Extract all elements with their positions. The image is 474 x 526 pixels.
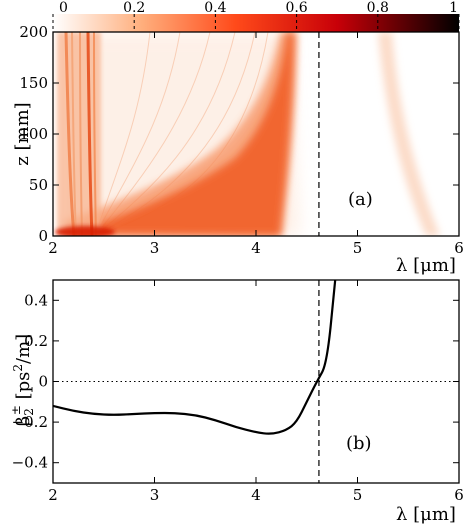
panel-b-ylabel-sup: ± [9,405,23,415]
colorbar-tick-label: 1 [449,0,458,16]
heatmap-start-hotspot [55,226,115,236]
colorbar-ticks: 0 0.2 0.4 0.6 0.8 1 [52,0,460,32]
panel-a-xtick-label: 5 [353,239,363,257]
panel-b-label: (b) [346,433,372,454]
panel-b-ylabel-unit-sup: 2 [11,364,25,372]
panel-b-ylabel-unit-pre: [ps [13,372,34,406]
panel-b-ytick-label: −0.4 [12,454,48,472]
panel-b-ytick-label: 0.2 [24,332,48,350]
panel-a-xtick-label: 4 [251,239,261,257]
panel-a-ytick-label: 0 [38,227,48,245]
panel-b-ylabel-main: β [13,416,34,426]
panel-b-xtick-label: 4 [251,486,261,504]
heatmap-soliton-core [70,32,294,236]
svg-text:β2± [ps2/m]: β2± [ps2/m] [9,334,36,426]
panel-a-ylabel: z [mm] [12,102,33,165]
panel-b-ytick-label: −0.2 [12,413,48,431]
panel-a-ytick-label: 200 [19,23,48,41]
panel-b-xlabel: λ [μm] [396,504,456,525]
colorbar-tick-label: 0.6 [285,0,307,16]
panel-b-axes: 2 3 4 5 6 −0.4 −0.2 0 0.2 0.4 [12,280,464,504]
heatmap [55,32,440,236]
colorbar-gradient [53,14,459,32]
panel-b-ylabel-sub: 2 [22,408,36,416]
panel-a-ytick-label: 100 [19,125,48,143]
panel-a: 2 3 4 5 6 0 50 100 150 200 (a) λ [μm] z [mm] [12,23,464,276]
panel-a-axes: 2 3 4 5 6 0 50 100 150 200 [19,23,463,257]
colorbar-tick-label: 0 [59,0,68,16]
colorbar: 0 0.2 0.4 0.6 0.8 1 [52,0,460,32]
panel-b-xtick-label: 5 [353,486,363,504]
panel-a-xtick-label: 6 [454,239,464,257]
panel-a-xtick-label: 3 [150,239,160,257]
panel-b-xtick-label: 3 [150,486,160,504]
panel-a-xtick-label: 2 [48,239,58,257]
panel-a-xlabel: λ [μm] [396,255,456,276]
panel-b-xtick-label: 2 [48,486,58,504]
heatmap-dispersive-wave [378,32,440,236]
panel-b-xtick-label: 6 [454,486,464,504]
colorbar-tick-label: 0.4 [204,0,226,16]
panel-b-ytick-label: 0 [38,373,48,391]
panel-b: 2 3 4 5 6−0.4−0.200.20.4 (b) λ [μm] β2± [ps2… [9,279,464,525]
panel-b-ytick-label: 0.4 [24,291,48,309]
colorbar-tick-label: 0.2 [123,0,145,16]
panel-a-label: (a) [348,189,373,210]
panel-a-ytick-label: 50 [29,176,48,194]
heatmap-pump-filaments [64,32,97,236]
panel-a-ytick-label: 150 [19,74,48,92]
dispersion-curve [53,280,337,435]
panel-b-ylabel: β2± [ps2/m] [9,334,36,426]
colorbar-tick-label: 0.8 [367,0,389,16]
panel-b-ylabel-unit-post: /m] [13,334,34,364]
